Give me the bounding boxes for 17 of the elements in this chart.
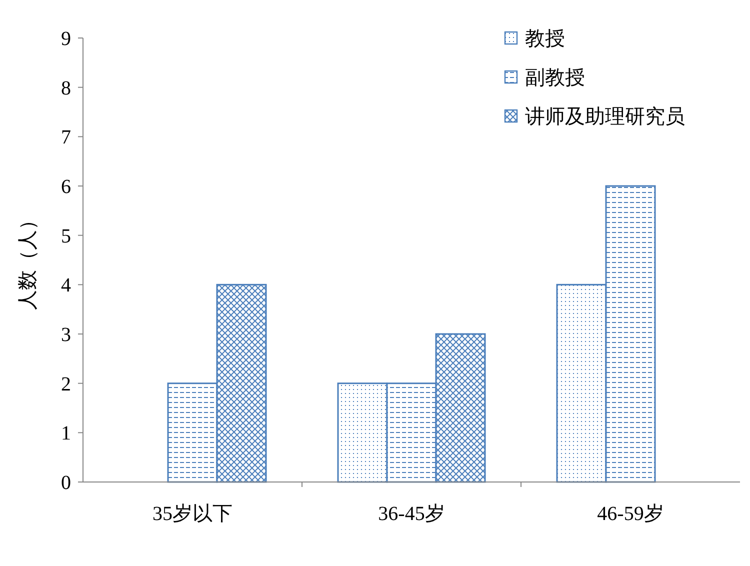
y-tick-label: 3 xyxy=(61,324,71,346)
y-tick-label: 7 xyxy=(61,126,71,149)
x-tick-label: 46-59岁 xyxy=(597,503,664,525)
y-tick-label: 8 xyxy=(61,77,71,100)
x-tick-label: 36-45岁 xyxy=(378,503,445,525)
y-tick-label: 9 xyxy=(61,28,71,50)
y-tick-label: 5 xyxy=(61,225,71,248)
legend-label: 讲师及助理研究员 xyxy=(525,106,685,128)
y-tick-label: 6 xyxy=(61,176,71,198)
y-axis-title: 人数（人） xyxy=(17,210,39,310)
y-tick-label: 1 xyxy=(61,422,71,445)
y-tick-label: 0 xyxy=(61,472,71,494)
legend-label: 教授 xyxy=(525,28,565,50)
y-tick-label: 4 xyxy=(61,274,71,297)
y-tick-label: 2 xyxy=(61,373,71,396)
x-tick-label: 35岁以下 xyxy=(152,503,232,525)
legend-label: 副教授 xyxy=(525,67,585,89)
